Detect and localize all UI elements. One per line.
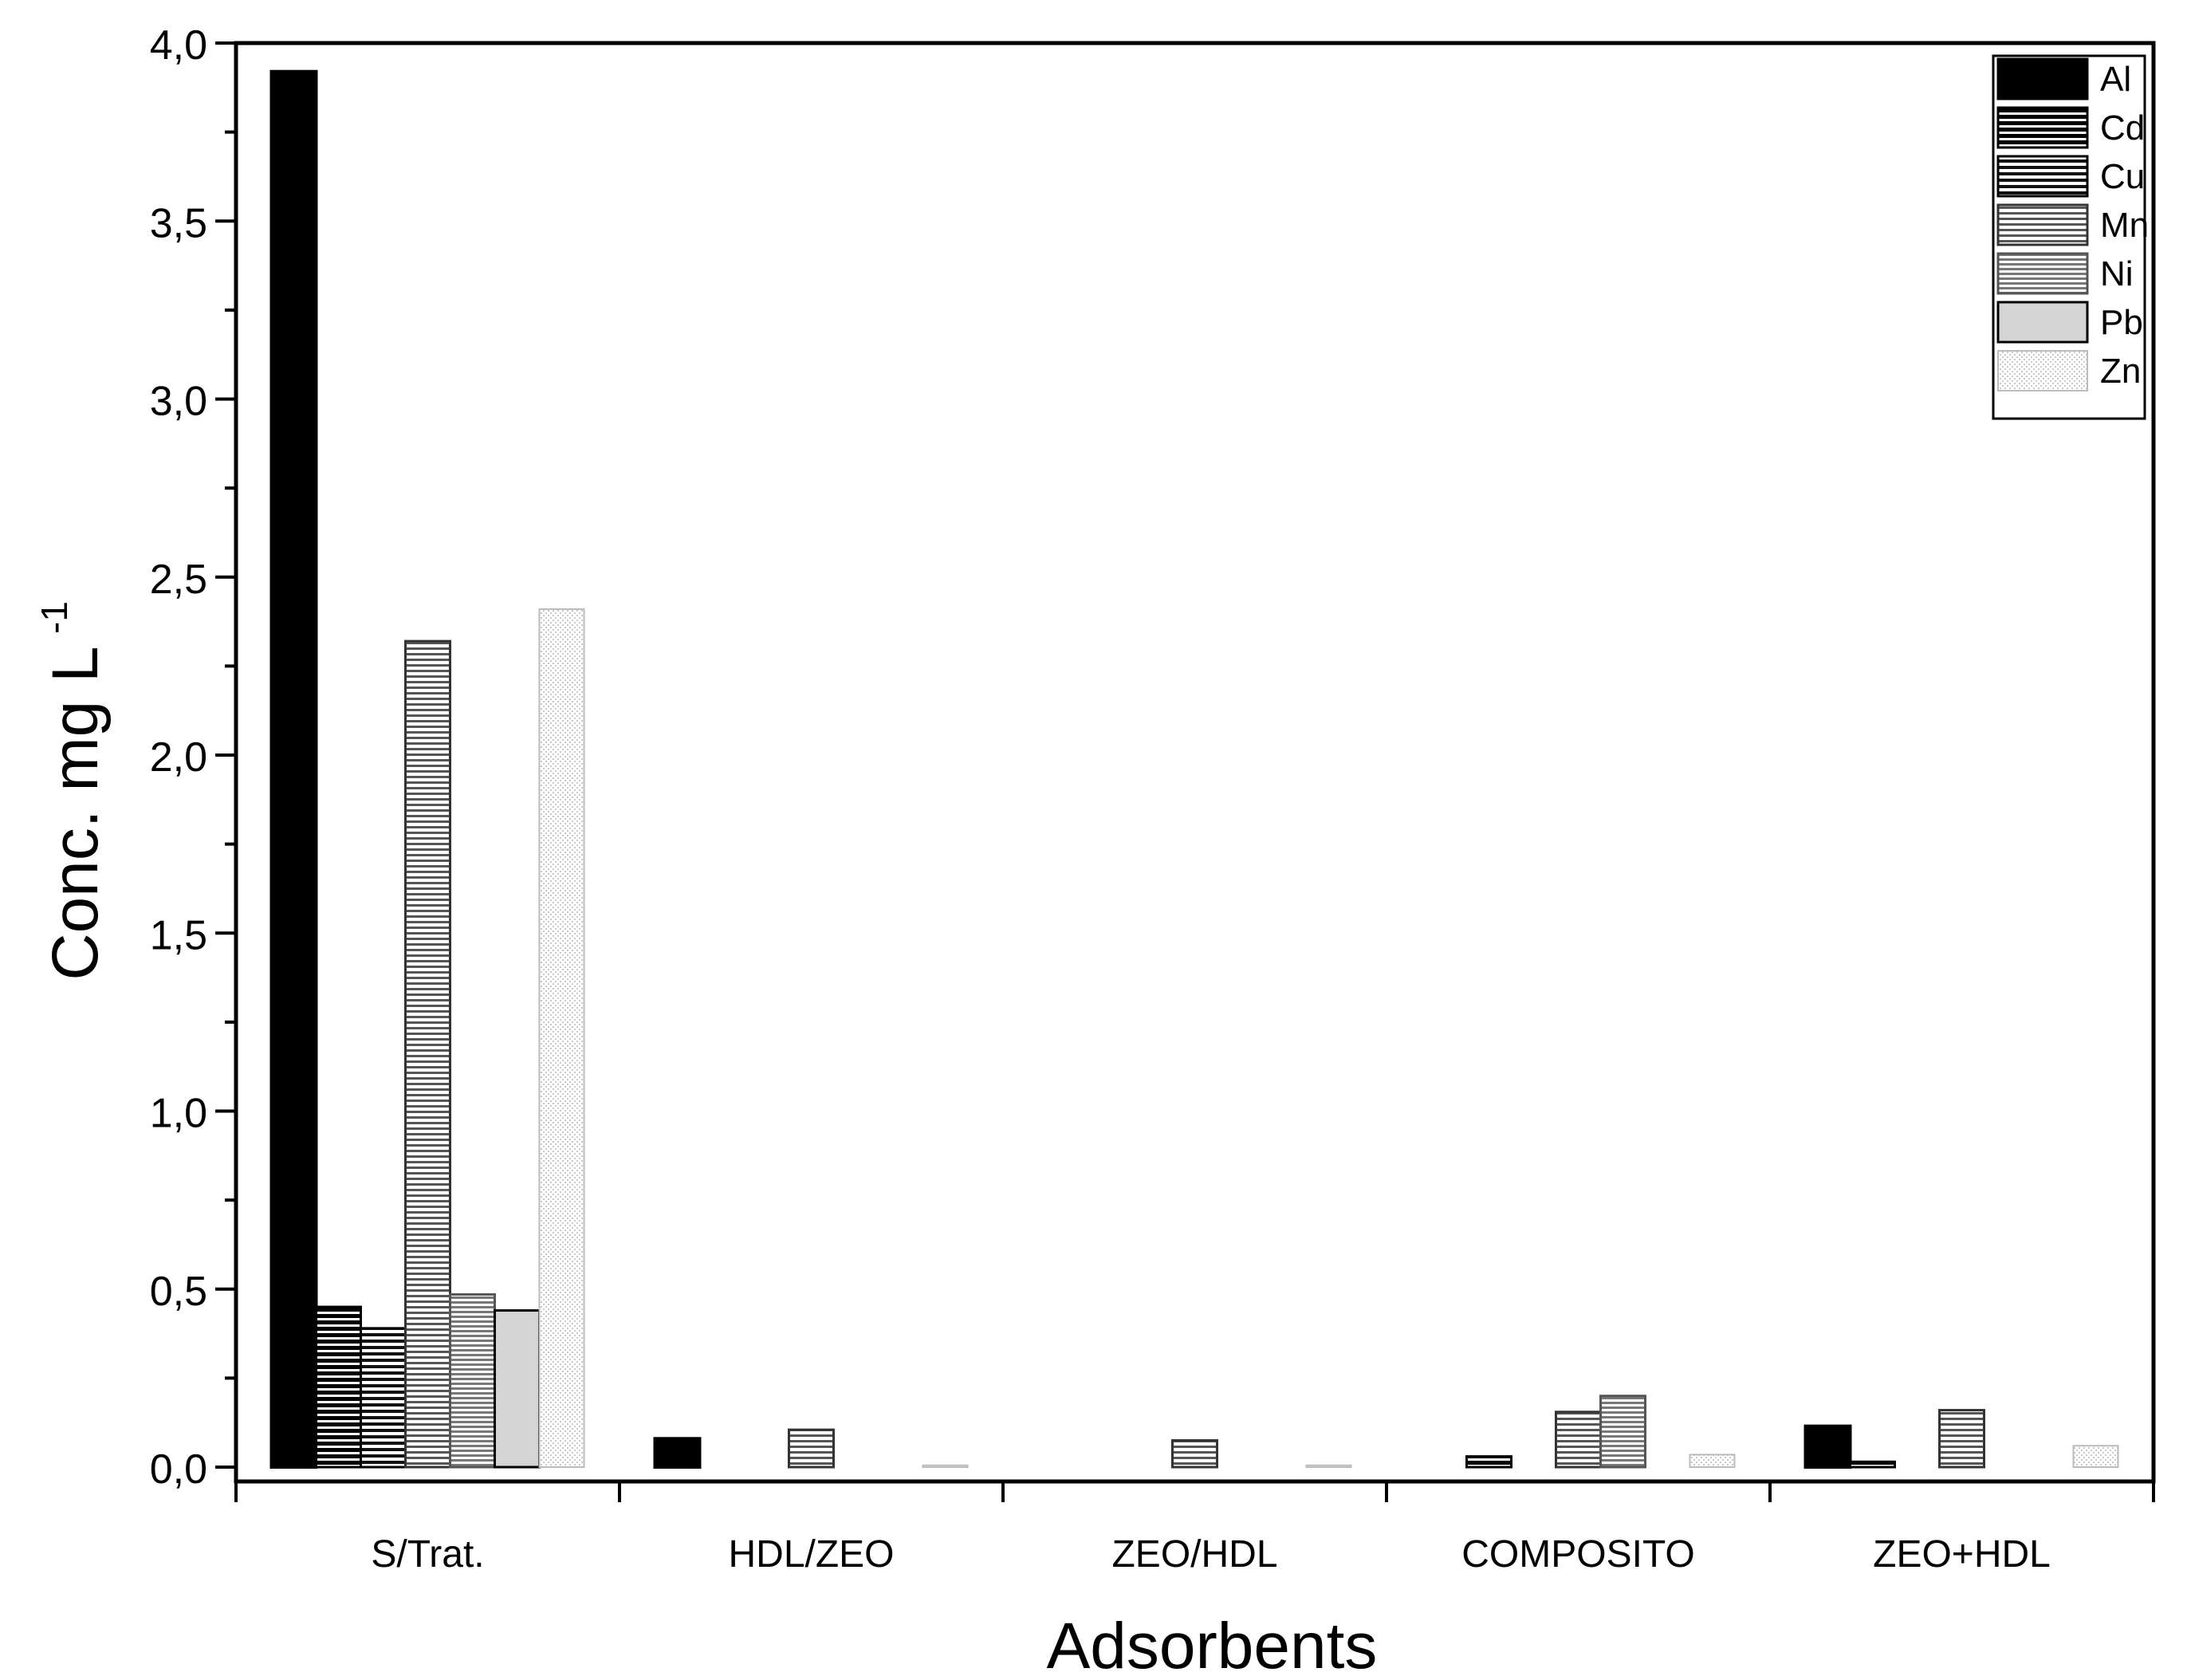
y-tick-label: 0,0 (150, 1446, 207, 1493)
legend-label-ni: Ni (2100, 254, 2134, 293)
bar-cd-composito (1465, 1455, 1512, 1469)
legend-swatch-pb (1996, 301, 2089, 344)
plot-frame (234, 41, 2156, 1484)
svg-text:Conc. mg L: Conc. mg L (39, 646, 112, 980)
bar-mn-s-trat (404, 639, 451, 1469)
bar-ni-composito (1599, 1395, 1646, 1469)
bar-zn-zeo-hdl (2072, 1445, 2119, 1468)
y-tick-label: 3,5 (150, 200, 207, 246)
bar-cd-s-trat (315, 1305, 362, 1469)
bar-zn-zeo-hdl (1305, 1464, 1352, 1468)
bar-cd-zeo-hdl (1849, 1460, 1896, 1469)
y-tick-label: 1,0 (150, 1091, 207, 1137)
bar-mn-hdl-zeo (788, 1428, 835, 1469)
y-tick-label: 2,0 (150, 734, 207, 781)
bar-zn-hdl-zeo (922, 1464, 969, 1468)
legend-swatch-cd (1996, 106, 2089, 149)
legend-swatch-zn (1997, 350, 2088, 391)
bar-mn-zeo-hdl (1938, 1409, 1985, 1469)
bar-al-s-trat (269, 69, 318, 1470)
legend-swatch-cu (1996, 155, 2089, 198)
y-tick-label: 2,5 (150, 557, 207, 603)
x-tick-label-composito: COMPOSITO (1461, 1533, 1694, 1576)
legend-swatch-al (1996, 57, 2089, 100)
legend-label-al: Al (2100, 60, 2131, 99)
bar-mn-composito (1555, 1410, 1602, 1469)
bar-al-zeo-hdl (1803, 1424, 1852, 1469)
legend-label-cd: Cd (2100, 108, 2145, 148)
legend-label-pb: Pb (2100, 303, 2143, 342)
y-axis: 0,0 0,5 1,0 1,5 2,0 2,5 3,0 3,5 4,0 (150, 22, 236, 1493)
legend-label-zn: Zn (2100, 352, 2141, 391)
bar-al-hdl-zeo (653, 1437, 702, 1470)
bar-cu-s-trat (360, 1327, 407, 1469)
x-axis: S/Trat. HDL/ZEO ZEO/HDL COMPOSITO ZEO+HDL (234, 1481, 2155, 1576)
y-tick-label: 1,5 (150, 912, 207, 958)
y-axis-title: Conc. mg L -1 (33, 601, 112, 981)
x-tick-label-zeo-hdl: ZEO+HDL (1873, 1533, 2051, 1576)
y-axis-title-superscript: -1 (33, 601, 75, 634)
x-axis-title: Adsorbents (1047, 1610, 1378, 1680)
legend-swatch-ni (1996, 252, 2089, 295)
y-axis-title-main: Conc. mg L (39, 646, 112, 980)
x-tick-label-hdl-zeo: HDL/ZEO (728, 1533, 894, 1576)
legend: Al Cd Cu Mn Ni Pb Zn (1996, 57, 2149, 391)
y-tick-label: 3,0 (150, 379, 207, 425)
bar-zn-s-trat (538, 608, 585, 1468)
x-tick-label-zeo-hdl: ZEO/HDL (1111, 1533, 1277, 1576)
x-tick-label-s-trat: S/Trat. (371, 1533, 484, 1576)
y-tick-label: 4,0 (150, 22, 207, 69)
bar-pb-s-trat (494, 1309, 541, 1469)
legend-label-mn: Mn (2100, 206, 2149, 245)
bar-zn-composito (1689, 1454, 1736, 1469)
y-tick-label: 0,5 (150, 1269, 207, 1315)
bars (269, 69, 2119, 1470)
bar-ni-s-trat (449, 1292, 496, 1469)
legend-swatch-mn (1996, 203, 2089, 246)
bar-mn-zeo-hdl (1171, 1439, 1218, 1469)
legend-label-cu: Cu (2100, 157, 2145, 196)
